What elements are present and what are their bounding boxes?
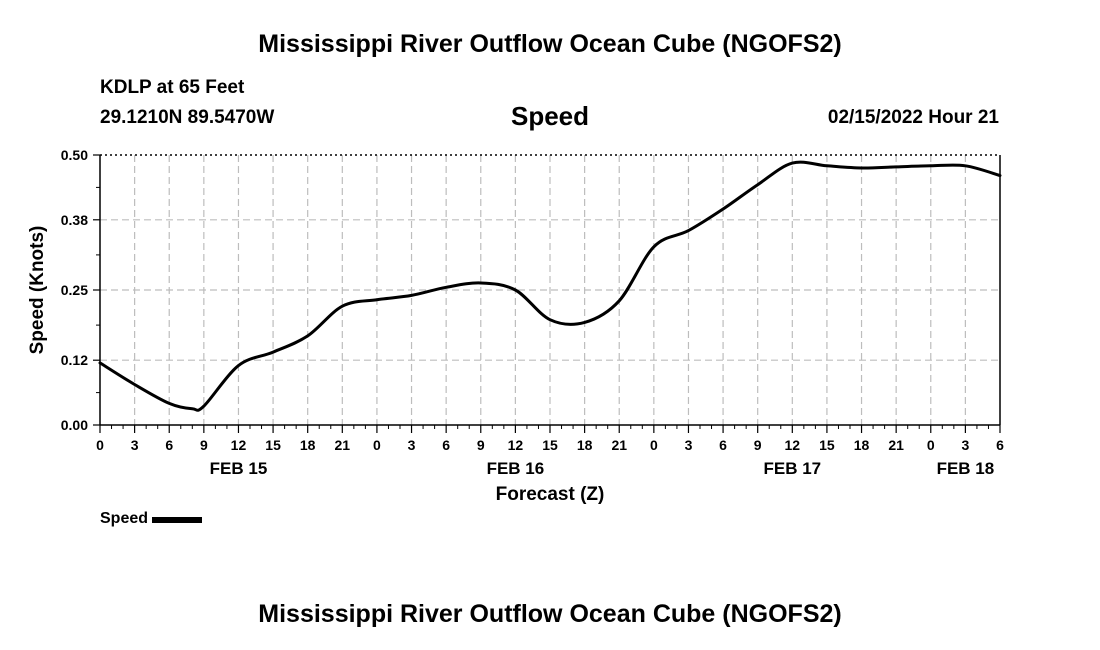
- x-tick-label: 6: [996, 437, 1004, 453]
- station-label: KDLP at 65 Feet: [100, 77, 245, 98]
- series-line-speed: [98, 160, 1002, 412]
- x-tick-label: 12: [785, 437, 801, 453]
- data-point: [757, 184, 759, 186]
- x-tick-label: 18: [577, 437, 593, 453]
- data-point: [191, 408, 193, 410]
- date-label: FEB 16: [487, 459, 545, 478]
- data-point: [480, 282, 482, 284]
- y-axis-title: Speed (Knots): [27, 226, 48, 355]
- data-point: [134, 384, 136, 386]
- data-point: [618, 300, 620, 302]
- x-axis-title: Forecast (Z): [496, 484, 605, 505]
- data-point: [895, 166, 897, 168]
- y-tick-label: 0.25: [61, 282, 88, 298]
- data-point: [376, 299, 378, 301]
- x-tick-label: 6: [442, 437, 450, 453]
- parameter-title: Speed: [510, 101, 590, 131]
- data-point: [861, 167, 863, 169]
- legend: Speed: [100, 510, 203, 528]
- x-tick-label: 21: [335, 437, 351, 453]
- data-point: [272, 351, 274, 353]
- data-point: [722, 208, 724, 210]
- x-tick-label: 15: [819, 437, 835, 453]
- x-tick-label: 12: [508, 437, 524, 453]
- axes: [93, 154, 1001, 433]
- grid: [100, 154, 1000, 425]
- data-point: [514, 289, 516, 291]
- data-point: [791, 162, 793, 164]
- data-point: [307, 335, 309, 337]
- x-tick-label: 15: [265, 437, 281, 453]
- data-point: [203, 405, 205, 407]
- data-point: [341, 305, 343, 307]
- data-point: [237, 365, 239, 367]
- x-tick-label: 21: [888, 437, 904, 453]
- x-tick-label: 0: [927, 437, 935, 453]
- x-tick-label: 12: [231, 437, 247, 453]
- x-tick-label: 6: [719, 437, 727, 453]
- y-tick-label: 0.38: [61, 212, 88, 228]
- forecast-run-time: 02/15/2022 Hour 21: [827, 107, 999, 128]
- x-tick-label: 15: [542, 437, 558, 453]
- x-tick-label: 3: [961, 437, 969, 453]
- x-tick-label: 0: [650, 437, 658, 453]
- axis-labels: 0.00 0.12 0.25 0.38 0.50 0 3 6 9 12 15 18 21 0 3 6 9 12 15…: [27, 147, 1004, 505]
- x-tick-label: 18: [854, 437, 870, 453]
- x-tick-label: 3: [408, 437, 416, 453]
- footer-title: Mississippi River Outflow Ocean Cube (NG…: [258, 600, 842, 628]
- x-tick-label: 9: [200, 437, 208, 453]
- station-coordinates: 29.1210N 89.5470W: [100, 107, 275, 128]
- data-point: [653, 246, 655, 248]
- x-tick-label: 21: [611, 437, 627, 453]
- y-tick-label: 0.00: [61, 417, 88, 433]
- legend-label: Speed: [100, 510, 149, 527]
- data-point: [826, 165, 828, 167]
- x-tick-label: 18: [300, 437, 316, 453]
- data-point: [411, 294, 413, 296]
- x-tick-label: 9: [754, 437, 762, 453]
- y-tick-label: 0.50: [61, 147, 88, 163]
- x-tick-label: 3: [685, 437, 693, 453]
- date-label: FEB 18: [937, 459, 995, 478]
- x-tick-label: 6: [165, 437, 173, 453]
- data-point: [168, 402, 170, 404]
- date-label: FEB 17: [763, 459, 821, 478]
- y-tick-label: 0.12: [61, 352, 88, 368]
- x-tick-label: 0: [96, 437, 104, 453]
- data-point: [99, 362, 101, 364]
- data-point: [687, 230, 689, 232]
- data-point: [999, 175, 1001, 177]
- data-point: [549, 319, 551, 321]
- x-tick-label: 3: [131, 437, 139, 453]
- legend-swatch: [152, 517, 203, 523]
- data-point: [930, 165, 932, 167]
- chart-title: Mississippi River Outflow Ocean Cube (NG…: [258, 30, 842, 58]
- data-point: [584, 321, 586, 323]
- date-label: FEB 15: [210, 459, 268, 478]
- x-tick-label: 0: [373, 437, 381, 453]
- series-layer: [98, 160, 1002, 412]
- data-point: [964, 165, 966, 167]
- x-tick-label: 9: [477, 437, 485, 453]
- data-point: [445, 286, 447, 288]
